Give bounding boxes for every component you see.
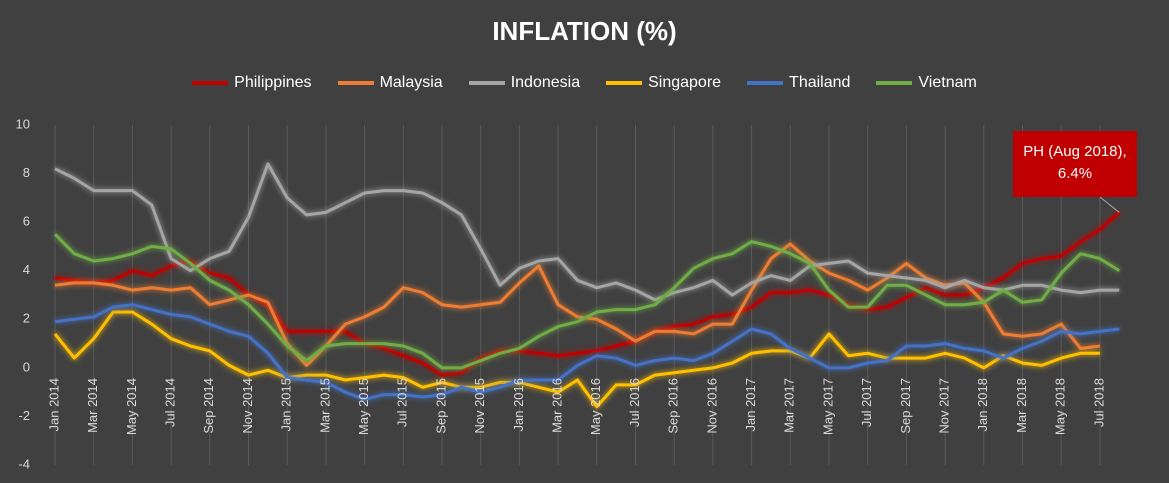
x-tick-label: Jul 2015 — [395, 378, 410, 427]
x-tick-label: Jan 2018 — [975, 378, 990, 432]
x-tick-label: Jul 2016 — [627, 378, 642, 427]
x-tick-label: Jul 2014 — [163, 378, 178, 427]
x-tick-label: May 2017 — [820, 378, 835, 435]
legend-swatch — [747, 81, 784, 85]
series-line — [53, 310, 1100, 409]
y-tick-label: 8 — [23, 165, 30, 180]
x-tick-label: May 2018 — [1053, 378, 1068, 435]
legend-item: Malaysia — [337, 74, 443, 92]
x-tick-label: May 2014 — [124, 378, 139, 435]
x-tick-label: Mar 2017 — [782, 378, 797, 433]
x-tick-label: Jan 2015 — [279, 378, 294, 432]
y-tick-label: 6 — [23, 214, 30, 229]
x-tick-label: Jul 2018 — [1091, 378, 1106, 427]
legend-swatch — [468, 81, 505, 85]
series-line — [53, 233, 1121, 370]
x-tick-label: Nov 2017 — [937, 378, 952, 434]
x-tick-label: Nov 2014 — [240, 378, 255, 434]
legend-label: Indonesia — [510, 74, 581, 91]
legend-item: Singapore — [606, 74, 721, 92]
legend: Philippines Malaysia Indonesia Singapore Tha… — [0, 74, 1169, 92]
x-tick-label: Nov 2016 — [704, 378, 719, 434]
series-line — [54, 242, 1101, 367]
y-tick-label: 2 — [23, 311, 30, 326]
chart-title: INFLATION (%) — [492, 16, 677, 46]
legend-swatch — [876, 81, 913, 85]
annotation-leader — [1099, 196, 1120, 213]
x-tick-label: Nov 2015 — [472, 378, 487, 434]
legend-label: Thailand — [789, 74, 851, 91]
legend-item: Thailand — [747, 74, 850, 92]
x-tick-label: Jan 2014 — [46, 378, 61, 432]
legend-item: Indonesia — [468, 74, 581, 92]
series-line — [54, 162, 1120, 302]
x-tick-label: Sep 2016 — [666, 378, 681, 434]
annotation: PH (Aug 2018), 6.4% — [1013, 131, 1137, 197]
legend-swatch — [337, 81, 374, 85]
x-tick-label: Jan 2016 — [511, 378, 526, 432]
x-tick-label: Sep 2017 — [898, 378, 913, 434]
x-tick-label: Jul 2017 — [859, 378, 874, 427]
y-tick-label: 0 — [23, 359, 30, 374]
y-tick-label: -2 — [18, 408, 30, 423]
x-tick-label: Sep 2014 — [201, 378, 216, 434]
y-tick-label: 4 — [23, 262, 30, 277]
legend-label: Vietnam — [918, 74, 977, 91]
x-tick-label: Mar 2014 — [85, 378, 100, 433]
y-tick-label: -4 — [18, 456, 30, 471]
y-tick-label: 10 — [16, 116, 30, 131]
legend-item: Vietnam — [876, 74, 977, 92]
legend-swatch — [192, 81, 229, 85]
x-tick-label: Mar 2016 — [550, 378, 565, 433]
legend-label: Malaysia — [379, 74, 443, 91]
x-tick-label: Mar 2018 — [1014, 378, 1029, 433]
x-tick-label: Mar 2015 — [317, 378, 332, 433]
legend-swatch — [606, 81, 643, 85]
legend-label: Singapore — [648, 74, 722, 91]
x-tick-label: Sep 2015 — [433, 378, 448, 434]
x-tick-label: Jan 2017 — [743, 378, 758, 432]
x-tick-label: May 2015 — [356, 378, 371, 435]
series-line — [54, 211, 1121, 377]
legend-label: Philippines — [234, 74, 312, 91]
series-line — [54, 303, 1120, 401]
x-tick-label: May 2016 — [588, 378, 603, 435]
legend-item: Philippines — [192, 74, 312, 92]
